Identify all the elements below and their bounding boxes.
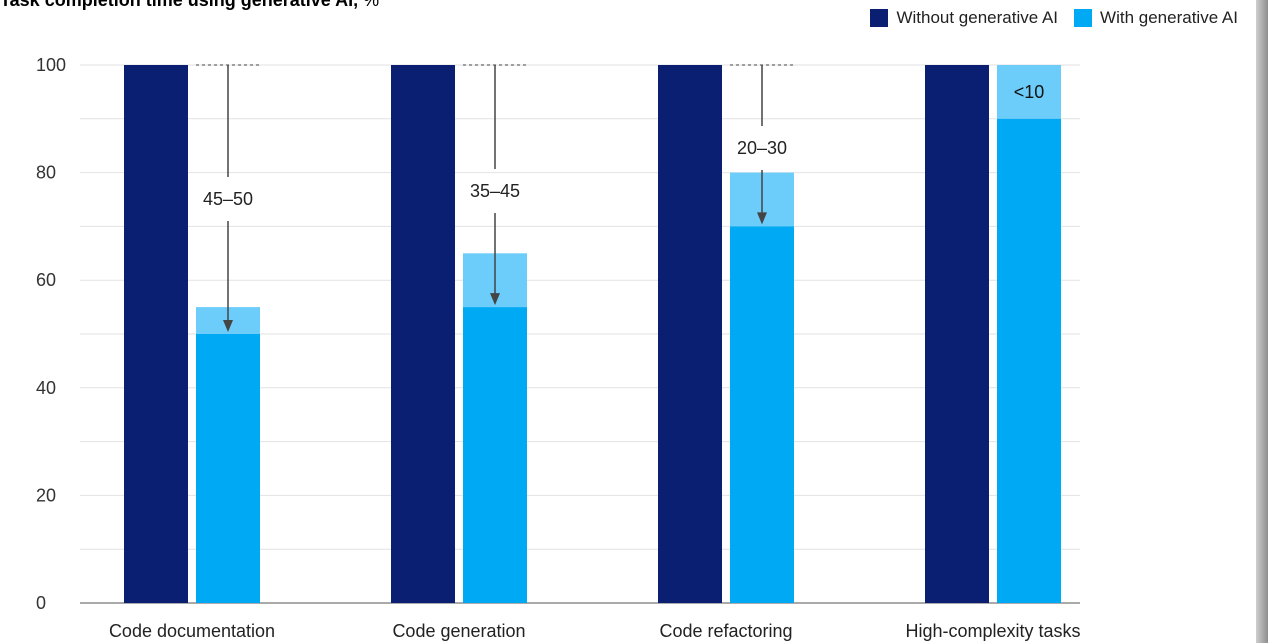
bar-without-ai [391,65,455,603]
legend-item-without: Without generative AI [870,8,1058,28]
x-category-label: Code generation [392,621,525,641]
window-edge [1256,0,1268,643]
bar-with-ai-range [997,65,1061,119]
legend-label-without: Without generative AI [896,8,1059,27]
annotation-arrowhead [490,293,500,306]
chart-title-text: Task completion time using generative AI… [0,0,359,10]
chart-title: Task completion time using generative AI… [0,0,379,11]
bar-with-ai [730,226,794,603]
bar-without-ai [124,65,188,603]
y-tick-label: 60 [36,270,56,290]
y-tick-label: 0 [36,593,46,613]
legend-swatch-with [1074,9,1093,27]
y-tick-label: 100 [36,55,66,75]
bar-without-ai [925,65,989,603]
x-category-label: Code documentation [109,621,275,641]
annotation-label: 45–50 [203,189,253,209]
bar-with-ai [997,118,1061,604]
y-tick-label: 80 [36,163,56,183]
chart-legend: Without generative AI With generative AI [870,8,1238,28]
annotation-arrowhead [757,212,767,225]
bar-without-ai [658,65,722,603]
legend-item-with: With generative AI [1074,8,1238,28]
annotation-label: 20–30 [737,138,787,158]
legend-swatch-without [870,9,889,27]
legend-label-with: With generative AI [1100,8,1238,27]
bar-with-ai [463,307,527,603]
annotation-label: 35–45 [470,181,520,201]
x-category-label: High-complexity tasks [905,621,1080,641]
annotation-label: <10 [1014,82,1045,102]
bar-with-ai [196,334,260,603]
y-tick-label: 40 [36,378,56,398]
annotation-arrowhead [223,320,233,332]
x-category-label: Code refactoring [659,621,792,641]
chart-title-unit: % [363,0,380,10]
y-tick-label: 20 [36,485,56,505]
